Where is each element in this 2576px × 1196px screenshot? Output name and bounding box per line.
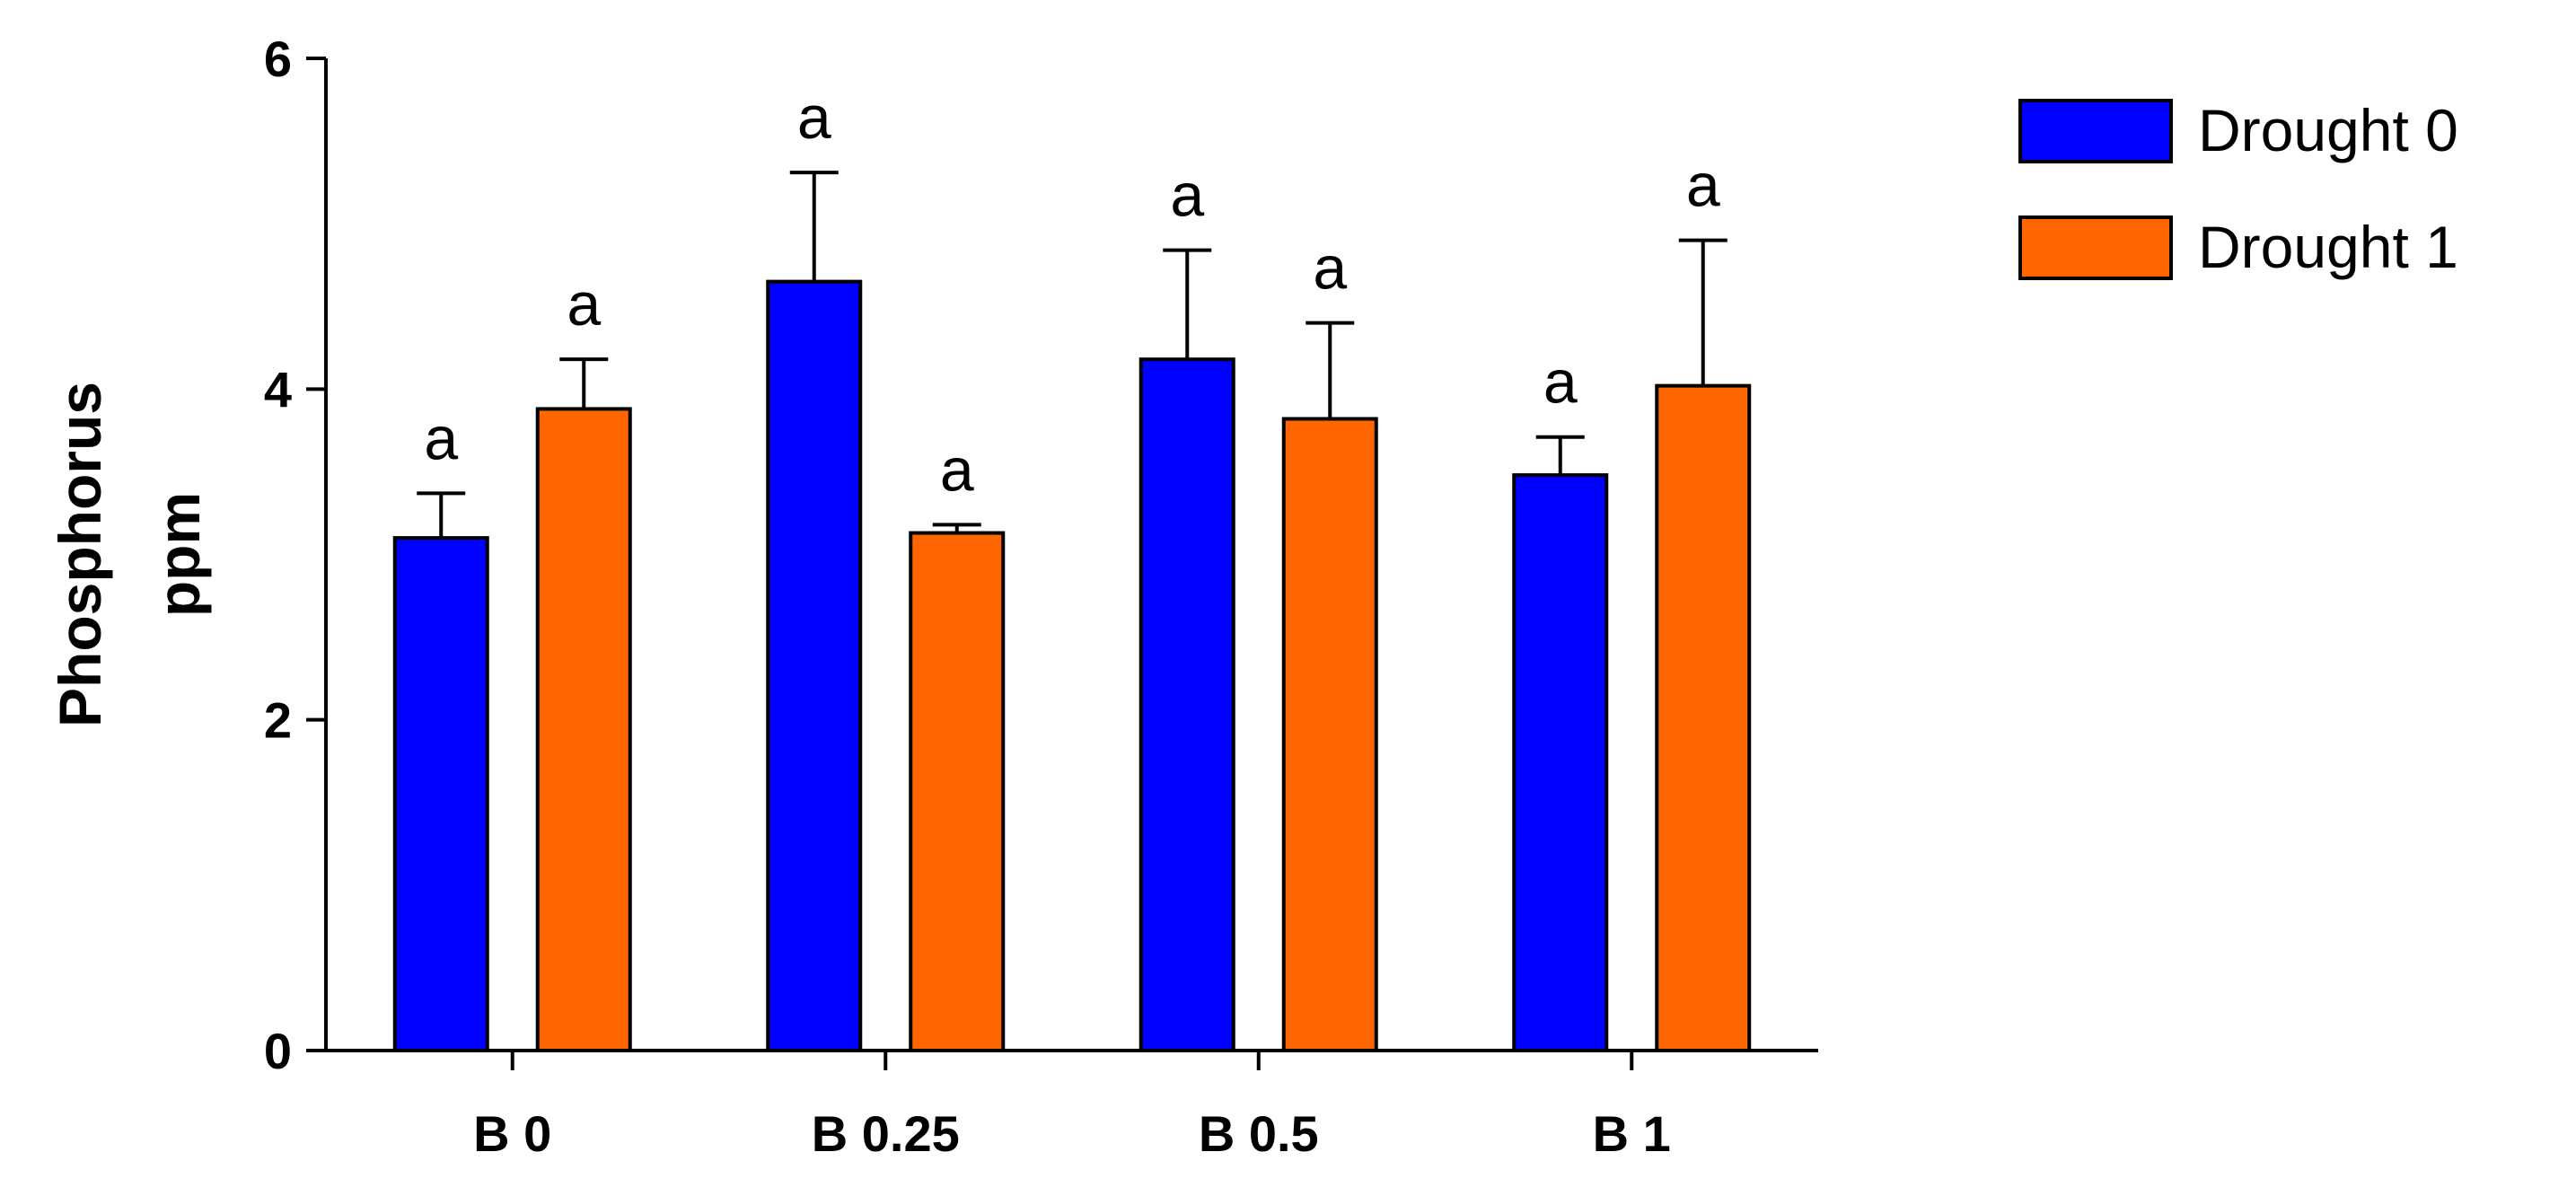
bar — [392, 536, 489, 1052]
bar — [1281, 417, 1378, 1052]
y-axis-label: Phosphorus ppm — [47, 382, 212, 727]
bar — [535, 407, 632, 1052]
legend-label: Drought 1 — [2198, 214, 2458, 280]
y-tick-label: 0 — [264, 1023, 292, 1079]
bars — [392, 279, 1752, 1052]
legend-swatch — [2018, 99, 2173, 163]
significance-label: a — [797, 84, 831, 152]
significance-label: a — [424, 404, 458, 472]
significance-label: a — [1686, 152, 1720, 220]
x-tick-label: B 0.5 — [1199, 1105, 1319, 1162]
bar — [1139, 357, 1235, 1052]
y-axis-label-line: ppm — [145, 492, 212, 617]
bar — [766, 279, 863, 1052]
bar — [1655, 383, 1752, 1052]
significance-label: a — [1170, 162, 1204, 230]
significance-label: a — [940, 435, 974, 504]
x-tick-label: B 1 — [1593, 1105, 1671, 1162]
significance-labels: a a a a a a a a — [424, 84, 1720, 504]
significance-label: a — [567, 270, 601, 339]
significance-label: a — [1543, 348, 1578, 417]
x-tick-label: B 0 — [473, 1105, 551, 1162]
x-tick-label: B 0.25 — [812, 1105, 960, 1162]
error-bars — [417, 171, 1728, 539]
bar — [1512, 473, 1609, 1052]
significance-label: a — [1313, 234, 1347, 303]
y-tick-label: 4 — [264, 361, 292, 418]
y-axis-label-line: Phosphorus — [47, 382, 113, 727]
legend: Drought 0 Drought 1 — [2018, 97, 2458, 280]
bar — [909, 531, 1006, 1052]
y-tick-label: 6 — [264, 31, 292, 87]
legend-swatch — [2018, 215, 2173, 280]
y-tick-label: 2 — [264, 692, 292, 749]
legend-label: Drought 0 — [2198, 97, 2458, 163]
